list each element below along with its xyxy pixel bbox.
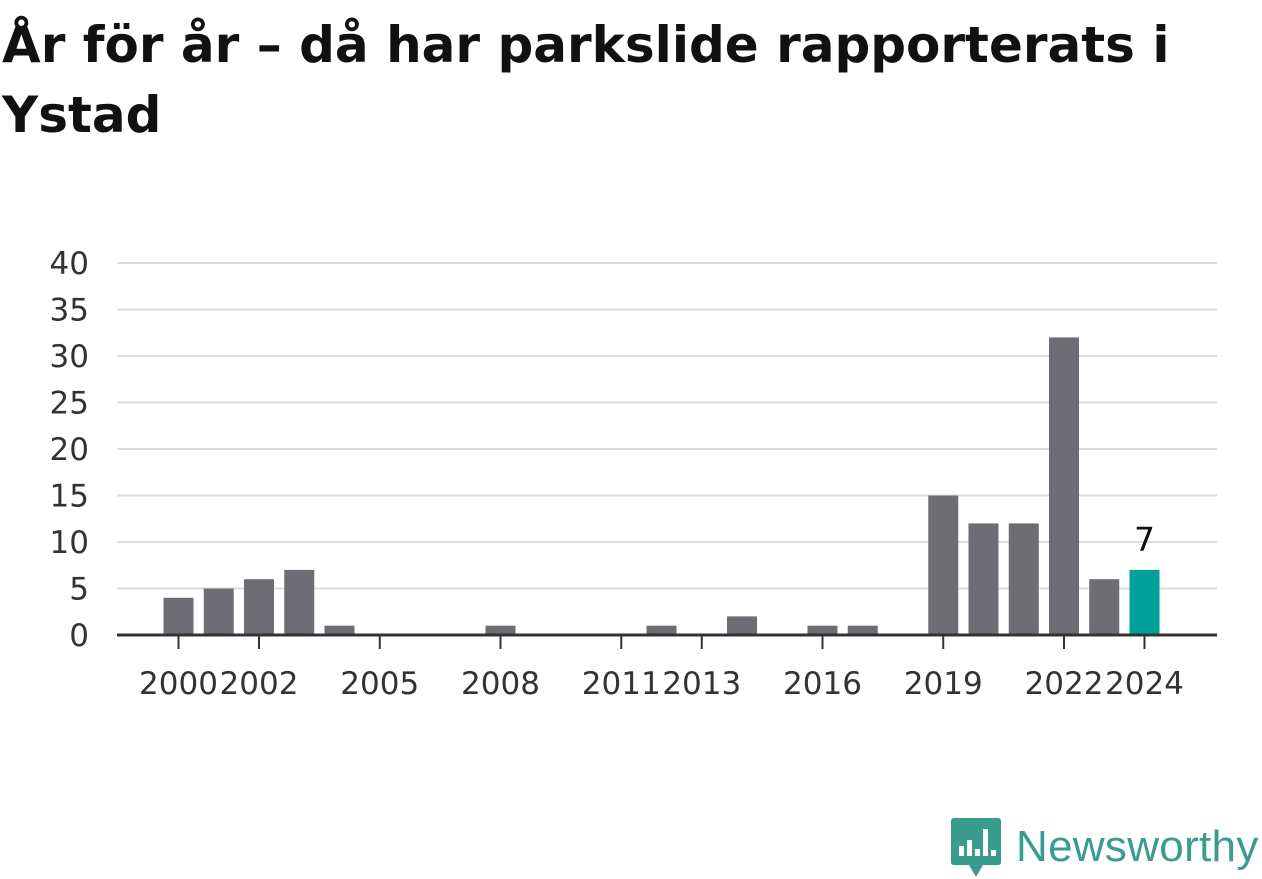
- bar: [646, 625, 677, 635]
- chart-title: År för år – då har parkslide rapporterat…: [2, 16, 1170, 144]
- y-tick-label: 40: [50, 246, 89, 282]
- bar: [1049, 337, 1079, 635]
- y-tick-label: 5: [69, 572, 89, 608]
- bar: [284, 569, 315, 635]
- bar: [968, 523, 999, 635]
- x-tick-label: 2000: [139, 666, 218, 702]
- bar: [928, 495, 959, 635]
- bar: [727, 616, 757, 635]
- y-tick-label: 25: [50, 386, 89, 422]
- y-tick-label: 30: [50, 339, 89, 375]
- x-tick-label: 2022: [1025, 666, 1104, 702]
- bar: [244, 579, 274, 635]
- y-tick-label: 10: [50, 525, 89, 561]
- newsworthy-logo: Newsworthy: [950, 816, 1259, 878]
- bar: [485, 625, 516, 635]
- x-tick-label: 2005: [340, 666, 419, 702]
- bar-highlight: [1129, 569, 1160, 635]
- bar: [807, 625, 838, 635]
- bar: [1008, 523, 1039, 635]
- x-tick-label: 2002: [220, 666, 299, 702]
- bar: [847, 625, 878, 635]
- bar: [1089, 579, 1120, 635]
- y-tick-label: 0: [69, 618, 89, 654]
- x-tick-label: 2013: [662, 666, 741, 702]
- bar-chart: 0 5 10 15 20 25 30 35 40 2000 2002 2005 2008 2011 2013…: [50, 246, 1217, 702]
- y-tick-label: 15: [50, 479, 89, 515]
- x-tick-label: 2024: [1105, 666, 1184, 702]
- newsworthy-logo-icon: [951, 818, 1001, 877]
- bar: [163, 597, 194, 635]
- x-tick-label: 2011: [582, 666, 661, 702]
- brand-name: Newsworthy: [1016, 822, 1259, 871]
- data-label: 7: [1134, 520, 1155, 559]
- x-tick-label: 2016: [783, 666, 862, 702]
- x-tick-label: 2008: [461, 666, 540, 702]
- bar: [324, 625, 355, 635]
- y-tick-label: 20: [50, 432, 89, 468]
- y-tick-label: 35: [50, 293, 89, 329]
- bar: [203, 588, 234, 635]
- x-tick-label: 2019: [904, 666, 983, 702]
